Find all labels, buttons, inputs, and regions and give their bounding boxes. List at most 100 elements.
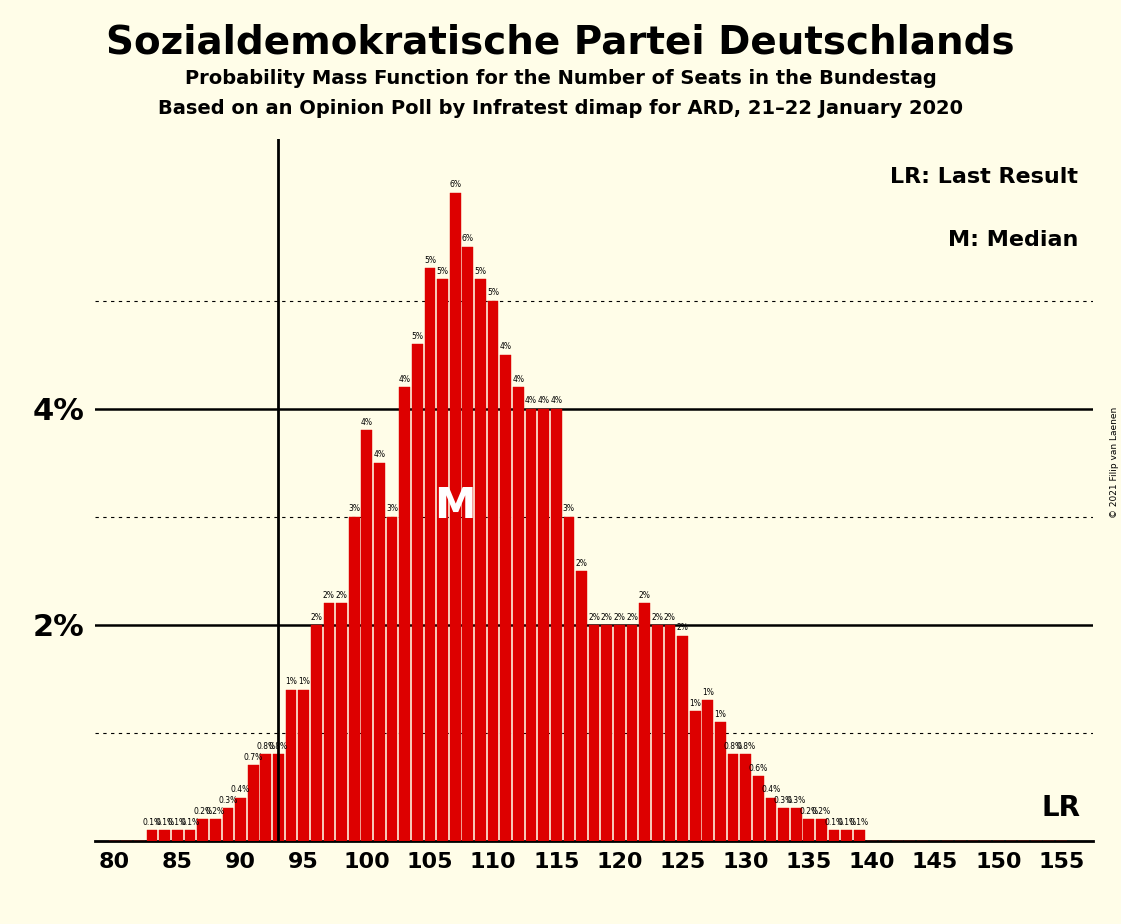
Bar xyxy=(513,387,524,841)
Text: 0.8%: 0.8% xyxy=(723,742,742,751)
Bar xyxy=(248,765,259,841)
Text: 0.4%: 0.4% xyxy=(761,785,780,795)
Bar xyxy=(336,603,346,841)
Bar xyxy=(828,830,840,841)
Text: Probability Mass Function for the Number of Seats in the Bundestag: Probability Mass Function for the Number… xyxy=(185,69,936,89)
Text: 6%: 6% xyxy=(462,235,474,243)
Text: 0.3%: 0.3% xyxy=(773,796,794,805)
Text: 4%: 4% xyxy=(538,396,549,406)
Text: 5%: 5% xyxy=(488,288,499,298)
Text: 3%: 3% xyxy=(563,505,575,514)
Bar xyxy=(172,830,183,841)
Text: 2%: 2% xyxy=(589,613,600,622)
Bar xyxy=(374,463,385,841)
Text: 4%: 4% xyxy=(361,418,373,427)
Bar xyxy=(260,754,271,841)
Text: 3%: 3% xyxy=(386,505,398,514)
Text: 0.2%: 0.2% xyxy=(799,807,818,816)
Bar xyxy=(488,300,499,841)
Bar xyxy=(286,689,296,841)
Text: 5%: 5% xyxy=(436,267,448,275)
Text: 0.1%: 0.1% xyxy=(142,818,161,827)
Bar xyxy=(197,820,209,841)
Bar xyxy=(387,517,398,841)
Text: 5%: 5% xyxy=(411,332,424,341)
Text: © 2021 Filip van Laenen: © 2021 Filip van Laenen xyxy=(1110,407,1119,517)
Bar xyxy=(500,355,511,841)
Bar xyxy=(361,431,372,841)
Text: 2%: 2% xyxy=(335,591,348,600)
Bar xyxy=(804,820,814,841)
Bar xyxy=(235,797,245,841)
Bar xyxy=(740,754,751,841)
Text: 0.3%: 0.3% xyxy=(219,796,238,805)
Bar xyxy=(589,625,600,841)
Text: 5%: 5% xyxy=(424,256,436,265)
Text: 2%: 2% xyxy=(651,613,664,622)
Bar xyxy=(665,625,675,841)
Text: 0.1%: 0.1% xyxy=(155,818,174,827)
Text: 2%: 2% xyxy=(627,613,638,622)
Text: 0.4%: 0.4% xyxy=(231,785,250,795)
Text: 2%: 2% xyxy=(613,613,626,622)
Bar xyxy=(753,776,763,841)
Bar xyxy=(728,754,739,841)
Text: 5%: 5% xyxy=(474,267,487,275)
Text: M: Median: M: Median xyxy=(947,230,1078,249)
Text: Based on an Opinion Poll by Infratest dimap for ARD, 21–22 January 2020: Based on an Opinion Poll by Infratest di… xyxy=(158,99,963,118)
Text: 2%: 2% xyxy=(311,613,322,622)
Bar xyxy=(475,279,485,841)
Bar xyxy=(349,517,360,841)
Text: 0.2%: 0.2% xyxy=(193,807,212,816)
Text: 2%: 2% xyxy=(575,558,587,567)
Bar xyxy=(854,830,864,841)
Text: 2%: 2% xyxy=(639,591,650,600)
Bar xyxy=(437,279,448,841)
Bar xyxy=(550,408,562,841)
Text: 0.2%: 0.2% xyxy=(812,807,831,816)
Text: LR: Last Result: LR: Last Result xyxy=(890,166,1078,187)
Text: 1%: 1% xyxy=(702,688,714,697)
Text: 0.1%: 0.1% xyxy=(180,818,200,827)
Bar xyxy=(564,517,574,841)
Text: 4%: 4% xyxy=(373,451,386,459)
Bar xyxy=(689,711,701,841)
Bar xyxy=(790,808,802,841)
Text: Sozialdemokratische Partei Deutschlands: Sozialdemokratische Partei Deutschlands xyxy=(106,23,1015,61)
Text: 0.8%: 0.8% xyxy=(269,742,288,751)
Text: 2%: 2% xyxy=(664,613,676,622)
Text: 0.8%: 0.8% xyxy=(257,742,276,751)
Text: 1%: 1% xyxy=(298,677,309,687)
Text: 4%: 4% xyxy=(512,375,525,383)
Bar xyxy=(210,820,221,841)
Bar xyxy=(526,408,536,841)
Bar xyxy=(652,625,663,841)
Bar xyxy=(842,830,852,841)
Text: 0.6%: 0.6% xyxy=(749,764,768,772)
Text: 4%: 4% xyxy=(550,396,563,406)
Bar xyxy=(715,722,725,841)
Text: 0.7%: 0.7% xyxy=(243,753,262,762)
Bar xyxy=(185,830,195,841)
Bar xyxy=(614,625,624,841)
Bar xyxy=(816,820,827,841)
Bar xyxy=(677,636,688,841)
Bar xyxy=(576,571,587,841)
Text: 2%: 2% xyxy=(323,591,335,600)
Text: 6%: 6% xyxy=(450,180,461,189)
Bar xyxy=(639,603,650,841)
Bar xyxy=(324,603,334,841)
Text: 4%: 4% xyxy=(399,375,410,383)
Bar xyxy=(399,387,410,841)
Text: 4%: 4% xyxy=(525,396,537,406)
Text: 4%: 4% xyxy=(500,343,511,351)
Text: 0.1%: 0.1% xyxy=(168,818,187,827)
Text: LR: LR xyxy=(1041,795,1081,822)
Bar xyxy=(627,625,638,841)
Bar xyxy=(766,797,777,841)
Text: 1%: 1% xyxy=(714,710,726,719)
Text: 2%: 2% xyxy=(601,613,613,622)
Text: 0.1%: 0.1% xyxy=(850,818,869,827)
Bar xyxy=(538,408,549,841)
Bar xyxy=(450,192,461,841)
